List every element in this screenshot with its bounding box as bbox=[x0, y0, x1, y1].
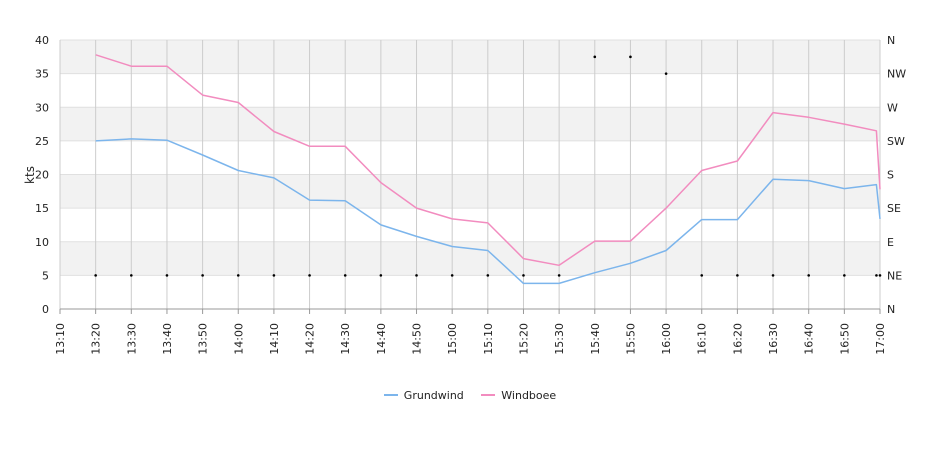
direction-axis-label: W bbox=[887, 101, 898, 114]
direction-marker bbox=[736, 274, 739, 277]
plot-band bbox=[60, 107, 880, 141]
direction-marker bbox=[165, 274, 169, 277]
legend-swatch-windboee bbox=[481, 394, 496, 396]
direction-marker bbox=[272, 274, 276, 277]
y-tick-label: 30 bbox=[35, 101, 49, 114]
x-tick-label: 15:20 bbox=[517, 323, 530, 355]
y-tick-label: 10 bbox=[35, 236, 49, 249]
x-tick-label: 14:40 bbox=[375, 323, 388, 355]
x-tick-label: 15:50 bbox=[624, 323, 637, 355]
legend-swatch-grundwind bbox=[383, 394, 398, 396]
x-tick-label: 16:00 bbox=[660, 323, 673, 355]
legend-item-windboee[interactable]: Windboee bbox=[481, 389, 556, 402]
direction-marker bbox=[201, 274, 204, 277]
plot-band bbox=[60, 40, 880, 74]
x-tick-label: 16:40 bbox=[803, 323, 816, 355]
x-tick-label: 15:10 bbox=[482, 323, 495, 355]
x-tick-label: 15:00 bbox=[446, 323, 459, 355]
direction-marker bbox=[130, 274, 133, 277]
direction-axis-label: E bbox=[887, 236, 894, 249]
x-tick-label: 17:00 bbox=[874, 323, 887, 355]
series-line-grundwind bbox=[95, 138, 881, 285]
x-tick-label: 13:10 bbox=[54, 323, 67, 355]
direction-marker bbox=[629, 55, 632, 59]
series-line-windboee bbox=[95, 54, 881, 267]
x-tick-label: 16:30 bbox=[767, 323, 780, 355]
direction-marker bbox=[415, 274, 418, 277]
plot-band bbox=[60, 174, 880, 209]
direction-axis-label: S bbox=[887, 169, 894, 182]
direction-axis-label: NE bbox=[887, 269, 902, 282]
y-tick-label: 20 bbox=[35, 169, 49, 182]
x-tick-label: 14:10 bbox=[268, 323, 281, 355]
direction-marker bbox=[771, 274, 775, 277]
legend-label-grundwind: Grundwind bbox=[403, 388, 464, 402]
x-tick-label: 13:20 bbox=[90, 323, 103, 355]
x-tick-label: 13:40 bbox=[161, 323, 174, 355]
plot-band bbox=[60, 241, 880, 276]
direction-marker bbox=[878, 274, 882, 277]
y-tick-label: 0 bbox=[42, 303, 49, 316]
y-axis-title: kts bbox=[23, 166, 37, 184]
direction-marker bbox=[664, 72, 668, 75]
x-tick-label: 13:30 bbox=[125, 323, 138, 355]
x-tick-label: 14:50 bbox=[411, 323, 424, 355]
y-tick-label: 40 bbox=[35, 34, 49, 47]
direction-axis-label: NW bbox=[887, 68, 906, 81]
direction-axis-label: N bbox=[887, 34, 895, 47]
direction-axis-label: N bbox=[887, 303, 895, 316]
direction-marker bbox=[236, 274, 240, 277]
chart-legend: Grundwind Windboee bbox=[0, 386, 940, 402]
direction-marker bbox=[593, 55, 597, 59]
x-tick-label: 16:50 bbox=[838, 323, 851, 355]
x-tick-label: 16:10 bbox=[696, 323, 709, 355]
y-tick-label: 5 bbox=[42, 269, 49, 282]
y-tick-label: 25 bbox=[35, 135, 49, 148]
direction-marker bbox=[94, 274, 97, 277]
direction-marker bbox=[557, 274, 561, 277]
x-tick-label: 13:50 bbox=[197, 323, 210, 355]
direction-marker bbox=[522, 274, 525, 277]
x-tick-label: 15:30 bbox=[553, 323, 566, 355]
x-tick-label: 14:00 bbox=[232, 323, 245, 355]
x-tick-label: 16:20 bbox=[731, 323, 744, 355]
direction-marker bbox=[308, 274, 311, 277]
direction-marker bbox=[700, 274, 704, 277]
direction-marker bbox=[450, 274, 454, 277]
direction-marker bbox=[343, 274, 347, 277]
legend-label-windboee: Windboee bbox=[501, 388, 557, 402]
direction-axis-label: SE bbox=[887, 202, 901, 215]
direction-marker bbox=[807, 274, 810, 277]
y-tick-label: 35 bbox=[35, 68, 49, 81]
x-tick-label: 14:20 bbox=[304, 323, 317, 355]
direction-marker bbox=[379, 274, 383, 277]
x-tick-label: 15:40 bbox=[589, 323, 602, 355]
x-tick-label: 14:30 bbox=[339, 323, 352, 355]
legend-item-grundwind[interactable]: Grundwind bbox=[383, 388, 464, 402]
direction-marker bbox=[486, 274, 490, 277]
direction-axis-label: SW bbox=[887, 135, 905, 148]
y-tick-label: 15 bbox=[35, 202, 49, 215]
direction-marker bbox=[875, 274, 878, 277]
direction-marker bbox=[843, 274, 846, 277]
